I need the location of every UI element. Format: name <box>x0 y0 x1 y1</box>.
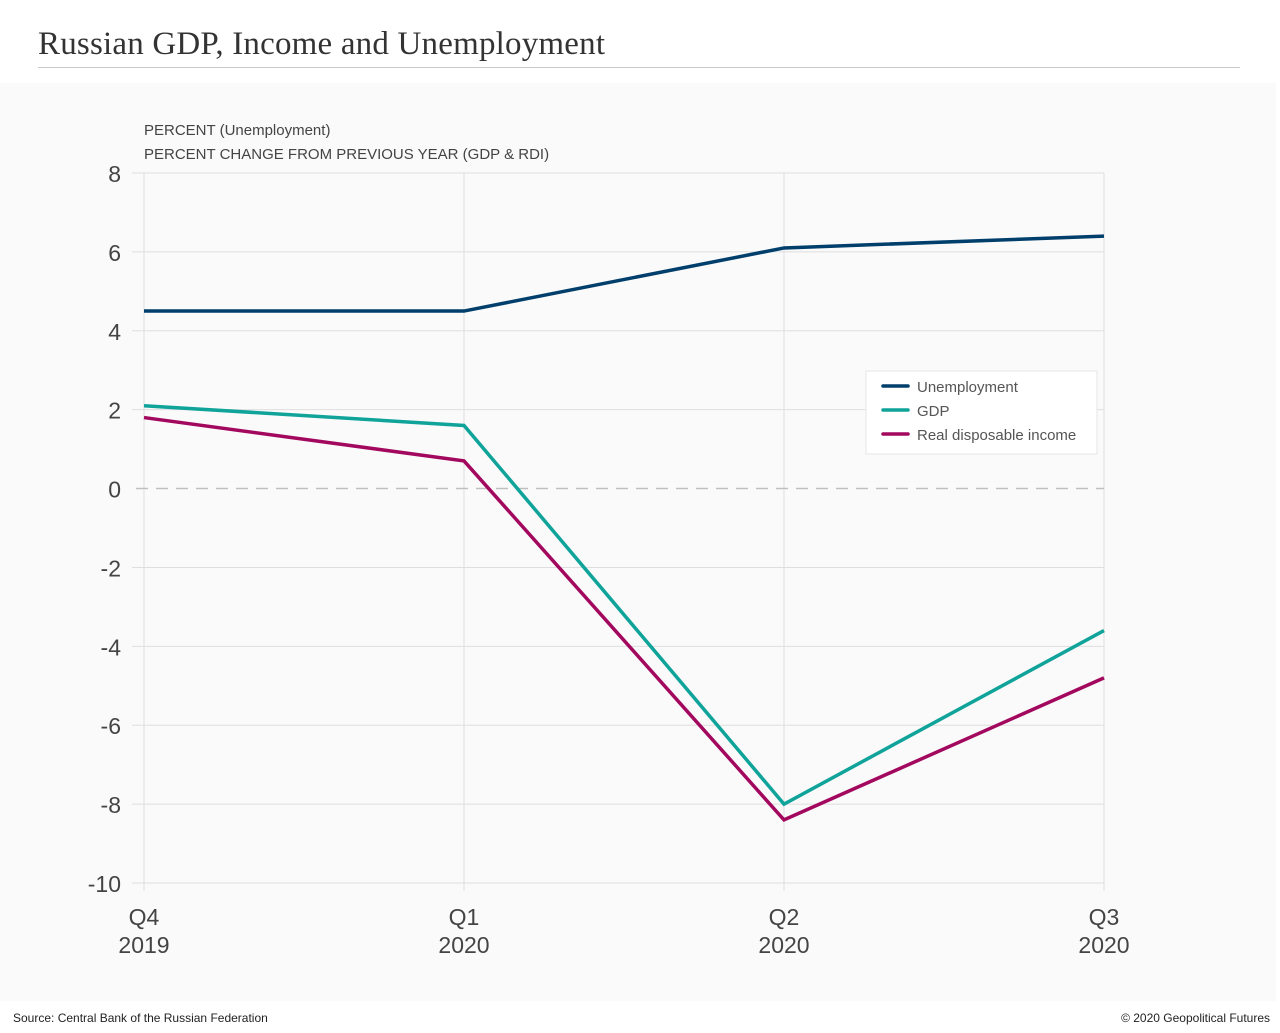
y-tick-label: -2 <box>101 555 121 581</box>
x-tick-label-quarter: Q3 <box>1089 904 1120 930</box>
legend-label: Real disposable income <box>917 427 1076 444</box>
x-tick-label-year: 2019 <box>118 932 169 958</box>
series-line-gdp <box>143 403 1105 807</box>
legend-label: GDP <box>917 403 950 420</box>
line-chart: PERCENT (Unemployment) PERCENT CHANGE FR… <box>88 122 1130 958</box>
series-lines <box>143 234 1105 823</box>
y-tick-label: 8 <box>108 161 121 187</box>
series-line-unemployment <box>144 234 1105 313</box>
y-unit-label-2: PERCENT CHANGE FROM PREVIOUS YEAR (GDP &… <box>144 146 549 163</box>
y-tick-label: -4 <box>101 634 122 660</box>
y-tick-label: -6 <box>101 713 121 739</box>
x-tick-label-quarter: Q1 <box>449 904 480 930</box>
chart-panel: PERCENT (Unemployment) PERCENT CHANGE FR… <box>0 83 1276 1001</box>
y-axis-ticks: 8 6 4 2 0 -2 -4 -6 -8 -10 <box>88 161 121 897</box>
y-tick-label: -10 <box>88 871 121 897</box>
x-tick-label-year: 2020 <box>758 932 809 958</box>
y-tick-label: 0 <box>108 477 121 503</box>
x-tick-label-quarter: Q2 <box>769 904 800 930</box>
legend: Unemployment GDP Real disposable income <box>865 370 1098 455</box>
x-tick-label-year: 2020 <box>1078 932 1129 958</box>
x-tick-label-year: 2020 <box>438 932 489 958</box>
legend-label: Unemployment <box>917 379 1019 396</box>
y-tick-label: 2 <box>108 398 121 424</box>
series-line-real-disposable-income <box>143 415 1105 823</box>
y-tick-label: 4 <box>108 319 121 345</box>
y-unit-label-1: PERCENT (Unemployment) <box>144 122 330 139</box>
y-tick-label: -8 <box>101 792 121 818</box>
chart-title: Russian GDP, Income and Unemployment <box>38 26 606 62</box>
gridlines <box>132 172 1105 891</box>
source-note: Source: Central Bank of the Russian Fede… <box>13 1011 268 1025</box>
copyright-note: © 2020 Geopolitical Futures <box>1121 1011 1270 1025</box>
y-tick-label: 6 <box>108 240 121 266</box>
title-divider <box>38 67 1240 68</box>
x-tick-label-quarter: Q4 <box>129 904 160 930</box>
legend-box <box>865 370 1098 455</box>
